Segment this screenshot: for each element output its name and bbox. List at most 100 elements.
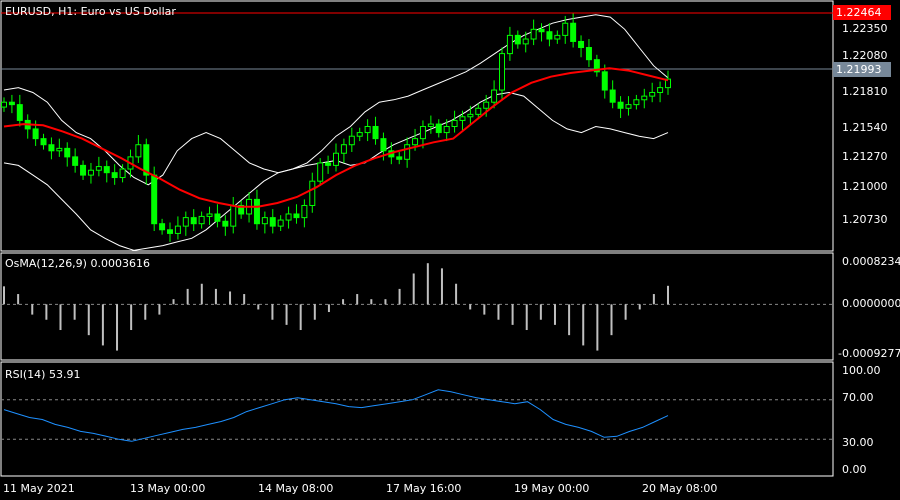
candle-body (301, 204, 308, 219)
rsi-series (1, 389, 833, 442)
rsi-line (3, 389, 669, 442)
osma-y-tick: -0.0009277 (838, 347, 900, 360)
candle-body (522, 38, 529, 45)
candle-body (396, 156, 403, 160)
candle-body (546, 31, 553, 40)
candle-body (649, 91, 656, 97)
bollinger-upper-line (3, 14, 669, 186)
moving-average-line (3, 67, 669, 208)
candle-body (530, 28, 537, 40)
main-y-tick: 1.21540 (842, 121, 888, 134)
candle-body (8, 101, 15, 106)
candle-body (538, 28, 545, 33)
candle-body (230, 204, 237, 227)
candle-body (167, 229, 173, 234)
candle-body (356, 132, 363, 137)
candle-body (214, 213, 221, 222)
candle-body (427, 123, 434, 127)
osma-panel[interactable] (0, 252, 834, 361)
candle-body (119, 168, 126, 179)
candle-body (435, 123, 442, 134)
candle-body (159, 223, 166, 231)
candle-body (111, 172, 118, 179)
x-axis: 11 May 2021 13 May 00:00 14 May 08:00 17… (3, 482, 717, 495)
osma-label: OsMA(12,26,9) 0.0003616 (5, 257, 150, 270)
rsi-y-tick: 30.00 (842, 436, 874, 449)
candle-body (475, 107, 482, 115)
candle-body (451, 119, 458, 128)
candle-body (103, 166, 110, 174)
candle-body (64, 147, 71, 158)
candle-body (657, 87, 664, 93)
candle-body (198, 215, 205, 225)
main-y-tick: 1.21810 (842, 85, 888, 98)
candle-body (404, 144, 411, 160)
candle-body (206, 213, 213, 217)
candle-body (269, 217, 276, 227)
rsi-y-tick: 0.00 (842, 463, 867, 476)
ask-price-label: 1.22464 (836, 6, 882, 19)
current-price-badge (833, 62, 891, 77)
candle-body (348, 135, 355, 146)
candle-body (570, 22, 577, 42)
candle-body (222, 220, 229, 227)
osma-y-axis: 0.0008234 0.0000000 -0.0009277 (838, 255, 900, 360)
x-tick: 11 May 2021 (3, 482, 75, 495)
candle-body (174, 225, 181, 234)
candle-body (491, 89, 498, 103)
osma-series (1, 263, 833, 351)
candle-body (151, 174, 158, 225)
candle-body (459, 116, 466, 121)
main-y-tick: 1.20730 (842, 213, 888, 226)
candle-body (601, 71, 608, 91)
main-y-tick: 1.22350 (842, 22, 888, 35)
candle-body (95, 166, 102, 171)
candle-body (277, 219, 284, 227)
rsi-panel[interactable] (0, 361, 834, 477)
candle-body (625, 104, 632, 109)
candle-body (190, 217, 197, 225)
candle-body (325, 162, 332, 166)
candle-body (317, 162, 324, 182)
candle-body (48, 144, 55, 152)
candle-body (499, 53, 505, 91)
rsi-y-axis: 100.00 70.00 30.00 0.00 (842, 364, 881, 476)
main-y-tick: 1.21000 (842, 180, 888, 193)
candle-body (143, 144, 150, 176)
x-tick: 20 May 08:00 (642, 482, 717, 495)
candle-body (253, 198, 260, 225)
candle-body (641, 95, 648, 101)
main-panel[interactable] (0, 0, 834, 252)
candle-body (238, 204, 245, 215)
osma-y-tick: 0.0008234 (842, 255, 900, 268)
candle-body (40, 138, 47, 146)
candle-body (554, 34, 561, 40)
main-header: EURUSD, H1: Euro vs US Dollar (5, 5, 176, 18)
main-y-tick: 1.22080 (842, 49, 888, 62)
candle-body (412, 138, 419, 146)
candle-body (293, 213, 300, 219)
candle-body (1, 101, 7, 108)
candle-body (562, 22, 569, 36)
candle-body (380, 138, 387, 152)
candle-body (80, 164, 87, 176)
current-price-label: 1.21993 (836, 63, 882, 76)
candle-body (617, 101, 624, 109)
candle-body (467, 113, 474, 118)
rsi-y-tick: 100.00 (842, 364, 881, 377)
candle-body (364, 126, 371, 134)
candle-body (32, 128, 39, 140)
x-tick: 19 May 00:00 (514, 482, 589, 495)
candle-body (261, 217, 268, 225)
candle-body (72, 156, 79, 166)
main-series (1, 13, 671, 251)
candle-body (309, 180, 316, 206)
osma-y-tick: 0.0000000 (842, 297, 900, 310)
candle-body (609, 89, 616, 103)
candle-body (514, 34, 521, 45)
candle-body (56, 147, 63, 152)
main-y-tick: 1.21270 (842, 150, 888, 163)
candle-body (419, 126, 426, 140)
x-tick: 13 May 00:00 (130, 482, 205, 495)
